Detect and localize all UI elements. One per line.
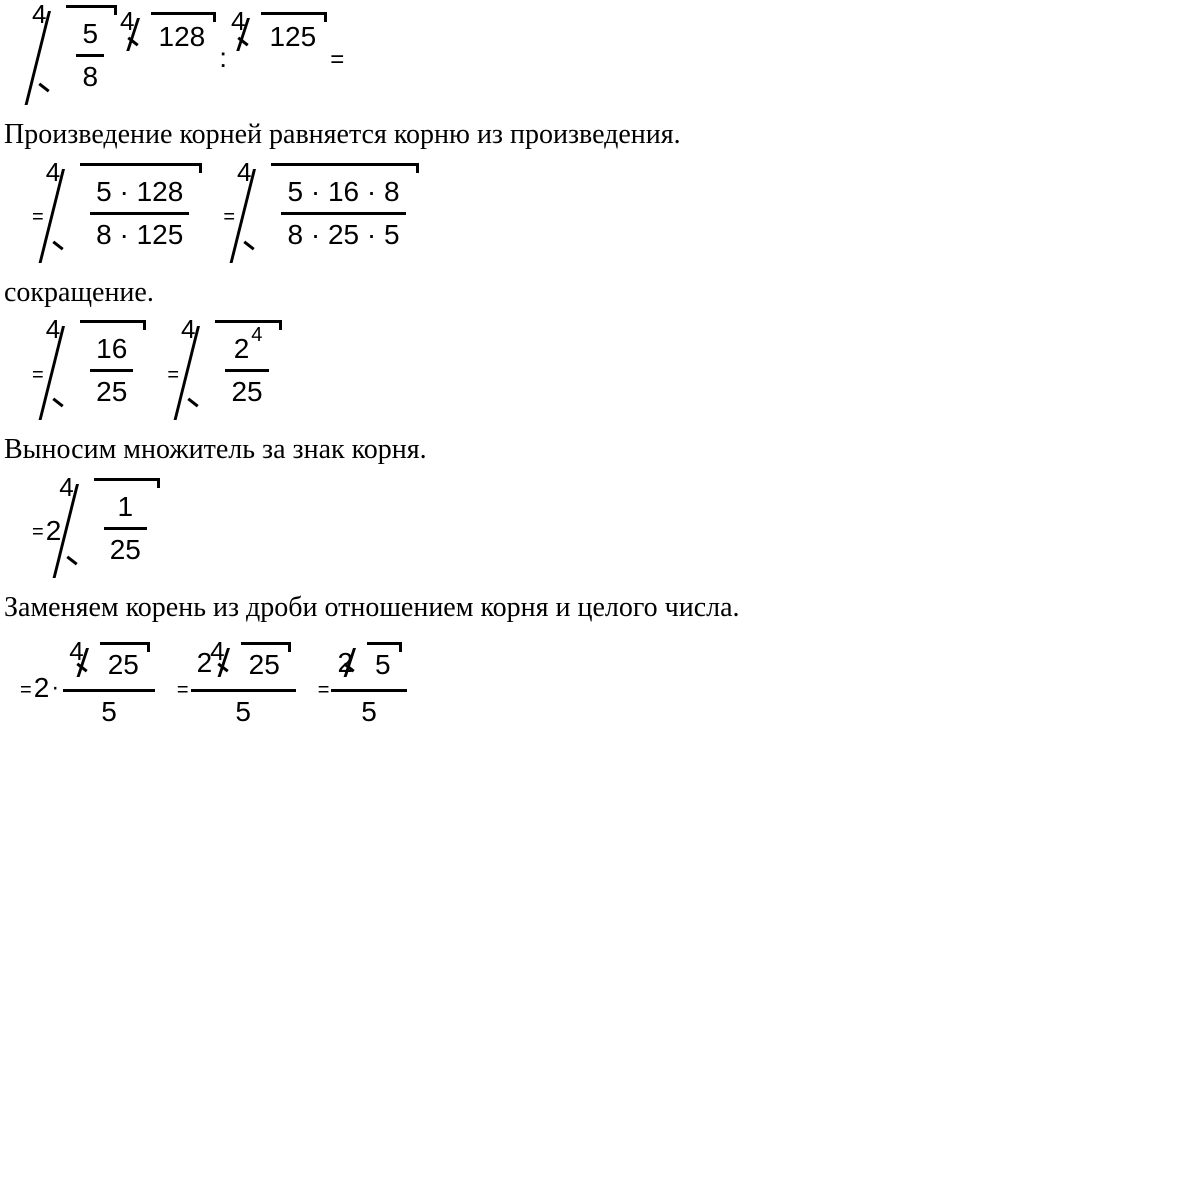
root-b: 4 5 · 16 · 8 8 · 25 · 5 [237, 163, 418, 261]
divide-colon: : [219, 42, 227, 74]
fraction-a: 4 25 5 [63, 638, 155, 730]
equals-sign: = [318, 679, 330, 702]
root-2: 4 128 [120, 12, 215, 57]
equals-sign: = [32, 206, 44, 229]
explanation-text-4: Заменяем корень из дроби отношением корн… [4, 591, 1174, 625]
fraction-bar [90, 369, 133, 372]
radicand: 5 · 128 8 · 125 [80, 163, 201, 261]
fraction: 1 25 [104, 489, 147, 568]
radical-tick [133, 12, 151, 57]
numerator: 4 25 [63, 638, 155, 687]
numerator: 1 [112, 489, 140, 525]
root-3: 4 125 [231, 12, 326, 57]
fraction-bar [281, 212, 405, 215]
radicand: 5 8 [66, 5, 116, 103]
fraction-bar [104, 527, 147, 530]
radical-tick [249, 163, 271, 261]
equals-sign: = [223, 206, 235, 229]
fraction-bar [90, 212, 189, 215]
radicand-value: 125 [269, 21, 316, 53]
radicand-value: 5 [375, 651, 391, 679]
expression-line-4: = 2 4 1 25 [32, 477, 1174, 577]
fraction: 5 8 [76, 16, 104, 95]
expression-line-3: = 4 16 25 = 4 24 25 [32, 319, 1174, 419]
numerator: 2 4 25 [191, 638, 296, 687]
expression-line-2: = 4 5 · 128 8 · 125 = 4 5 · 16 · 8 8 · 2… [32, 162, 1174, 262]
fraction-bar [63, 689, 155, 692]
power-base: 2 [234, 335, 250, 363]
radicand: 5 · 16 · 8 8 · 25 · 5 [271, 163, 417, 261]
root: 4 25 [69, 642, 149, 683]
explanation-text-2: сокращение. [4, 276, 1174, 310]
root: 4 25 [210, 642, 290, 683]
radical-tick [223, 642, 241, 683]
expression-line-5: = 2 · 4 25 5 = 2 4 25 5 = 2 [20, 634, 1174, 734]
radicand: 128 [151, 12, 216, 57]
numerator: 5 · 128 [90, 174, 189, 210]
equals-sign: = [32, 364, 44, 387]
expression-line-1: 4 5 8 4 128 : 4 125 = [32, 4, 1174, 104]
fraction: 5 · 128 8 · 125 [90, 174, 189, 253]
equals-sign: = [177, 679, 189, 702]
radicand-value: 25 [108, 651, 139, 679]
radical-tick [72, 478, 94, 576]
explanation-text-3: Выносим множитель за знак корня. [4, 433, 1174, 467]
radicand: 5 [367, 642, 401, 683]
root-a: 4 16 25 [46, 320, 146, 418]
power-exponent: 4 [251, 325, 262, 345]
denominator: 8 · 25 · 5 [281, 217, 405, 253]
radicand: 1 25 [94, 478, 159, 576]
equals-sign: = [20, 679, 32, 702]
fraction-c: 2 5 5 [331, 638, 406, 730]
numerator: 2 5 [331, 638, 406, 687]
radicand-value: 128 [159, 21, 206, 53]
explanation-text-1: Произведение корней равняется корню из п… [4, 118, 1174, 152]
denominator: 8 [76, 59, 104, 95]
radical-tick [58, 163, 80, 261]
equals-sign: = [32, 521, 44, 544]
numerator: 24 [228, 331, 267, 367]
numerator: 16 [90, 331, 133, 367]
denominator: 25 [225, 374, 268, 410]
fraction: 16 25 [90, 331, 133, 410]
radicand: 125 [261, 12, 326, 57]
root-1: 4 5 8 [32, 5, 116, 103]
radical-tick [243, 12, 261, 57]
root-b: 4 24 25 [181, 320, 281, 418]
denominator: 25 [90, 374, 133, 410]
radicand-value: 25 [249, 651, 280, 679]
root: 5 [349, 642, 401, 683]
root-a: 4 5 · 128 8 · 125 [46, 163, 202, 261]
radicand: 25 [100, 642, 149, 683]
equals-sign: = [330, 46, 344, 74]
fraction: 24 25 [225, 331, 268, 410]
fraction-bar [331, 689, 406, 692]
radical-tick [82, 642, 100, 683]
denominator: 5 [95, 694, 123, 730]
radical-tick [193, 320, 215, 418]
fraction: 5 · 16 · 8 8 · 25 · 5 [281, 174, 405, 253]
numerator: 5 · 16 · 8 [281, 174, 405, 210]
denominator: 5 [355, 694, 383, 730]
fraction-bar [76, 54, 104, 57]
root: 4 1 25 [59, 478, 159, 576]
numerator: 5 [76, 16, 104, 52]
equals-sign: = [167, 364, 179, 387]
radical-tick [44, 5, 66, 103]
fraction-b: 2 4 25 5 [191, 638, 296, 730]
denominator: 25 [104, 532, 147, 568]
fraction-bar [191, 689, 296, 692]
radical-tick [349, 642, 367, 683]
fraction-bar [225, 369, 268, 372]
radical-tick [58, 320, 80, 418]
radicand: 25 [241, 642, 290, 683]
radicand: 16 25 [80, 320, 145, 418]
denominator: 5 [229, 694, 257, 730]
radicand: 24 25 [215, 320, 280, 418]
denominator: 8 · 125 [90, 217, 189, 253]
multiply-dot: · [47, 674, 63, 702]
